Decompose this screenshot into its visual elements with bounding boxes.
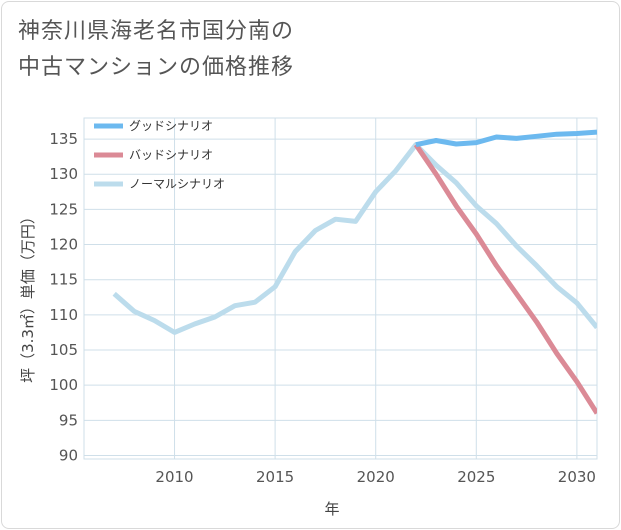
y-tick-label: 100: [49, 376, 78, 394]
chart-title-line1: 神奈川県海老名市国分南の: [18, 19, 295, 44]
axis-ticks: 90 95 100 105 110 115 120 125 130 135 2010 2015 2020…: [49, 130, 596, 486]
y-tick-label: 130: [49, 165, 78, 183]
y-tick-label: 135: [49, 130, 78, 148]
x-tick-label: 2010: [155, 468, 193, 486]
series-line-2: [112, 142, 597, 335]
legend-label: バッドシナリオ: [129, 148, 213, 162]
y-axis-label: 坪（3.3㎡）単価（万円）: [19, 209, 37, 383]
x-tick-label: 2015: [256, 468, 294, 486]
y-tick-label: 95: [59, 411, 78, 429]
x-axis-label: 年: [324, 500, 339, 518]
legend-label: ノーマルシナリオ: [129, 177, 225, 191]
y-tick-label: 125: [49, 200, 78, 218]
legend-label: グッドシナリオ: [129, 119, 213, 133]
x-tick-label: 2030: [558, 468, 596, 486]
series-lines: [112, 129, 597, 415]
chart-title-line2: 中古マンションの価格推移: [18, 55, 295, 80]
x-tick-label: 2025: [457, 468, 495, 486]
x-tick-label: 2020: [357, 468, 395, 486]
y-tick-label: 115: [49, 271, 78, 289]
plot-frame: [83, 117, 598, 460]
y-tick-label: 105: [49, 341, 78, 359]
y-tick-label: 90: [59, 446, 78, 464]
y-tick-label: 120: [49, 236, 78, 254]
chart-title: 神奈川県海老名市国分南の 中古マンションの価格推移: [18, 14, 478, 86]
series-line-1: [413, 143, 597, 415]
y-tick-label: 110: [49, 306, 78, 324]
plot-area: [83, 117, 598, 460]
series-line-0: [415, 129, 597, 148]
